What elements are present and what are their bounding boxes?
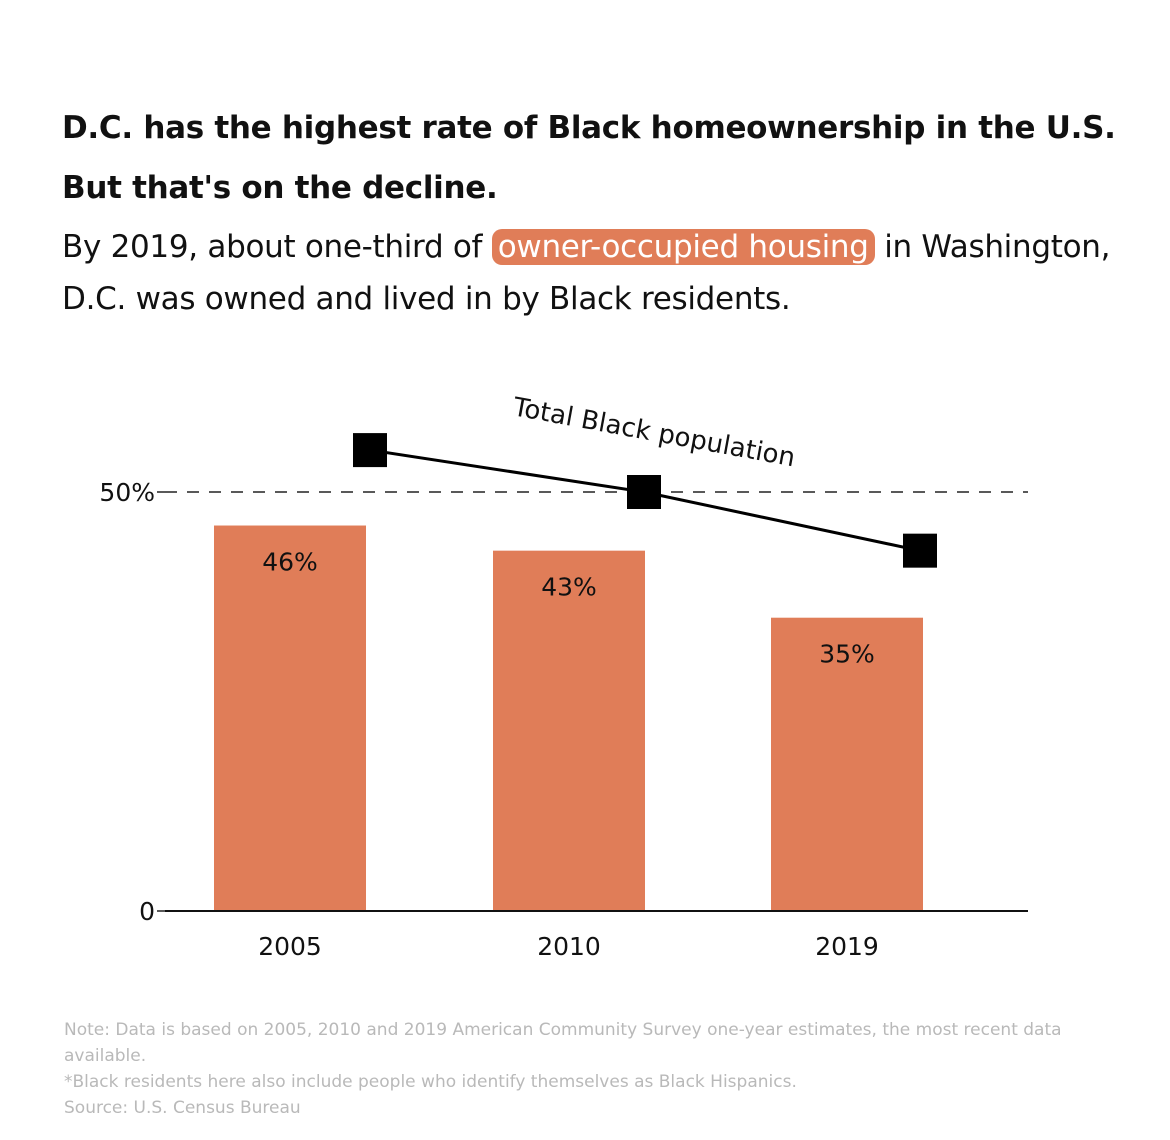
- bar-value-label-2005: 46%: [262, 548, 318, 577]
- line-marker-2005: [353, 433, 387, 468]
- bar-value-label-2010: 43%: [541, 573, 597, 602]
- x-tick-label-2019: 2019: [815, 932, 879, 961]
- headline-line-1: D.C. has the highest rate of Black homeo…: [62, 110, 1116, 146]
- chart-title: D.C. has the highest rate of Black homeo…: [62, 98, 1142, 218]
- footnote: *Black residents here also include peopl…: [64, 1072, 797, 1092]
- x-tick-label-2010: 2010: [537, 932, 601, 961]
- source-note: Source: U.S. Census Bureau: [64, 1098, 301, 1118]
- bar-chart: 46% 2005 43% 2010 35% 2019 50% 0 Total Black pop…: [99, 392, 1028, 961]
- bar-value-label-2019: 35%: [819, 640, 875, 669]
- chart-subtitle: By 2019, about one-third of owner-occupi…: [62, 221, 1142, 325]
- subtitle-text-before: By 2019, about one-third of: [62, 229, 492, 265]
- chart-notes: Note: Data is based on 2005, 2010 and 20…: [64, 1017, 1124, 1121]
- line-marker-2010: [627, 475, 661, 509]
- line-series-label: Total Black population: [510, 392, 798, 473]
- y-tick-label-0: 0: [139, 897, 155, 926]
- subtitle-text-after: in Washington, D.C. was owned and lived …: [62, 229, 1111, 317]
- bar-2019: [771, 617, 923, 911]
- x-tick-label-2005: 2005: [258, 932, 322, 961]
- bar-2005: [214, 525, 366, 911]
- bar-2010: [493, 550, 645, 911]
- line-marker-2019: [903, 533, 937, 568]
- subtitle-highlight: owner-occupied housing: [491, 229, 875, 265]
- headline-line-2: But that's on the decline.: [62, 170, 498, 206]
- data-note: Note: Data is based on 2005, 2010 and 20…: [64, 1020, 1062, 1066]
- y-tick-label-50: 50%: [99, 478, 155, 507]
